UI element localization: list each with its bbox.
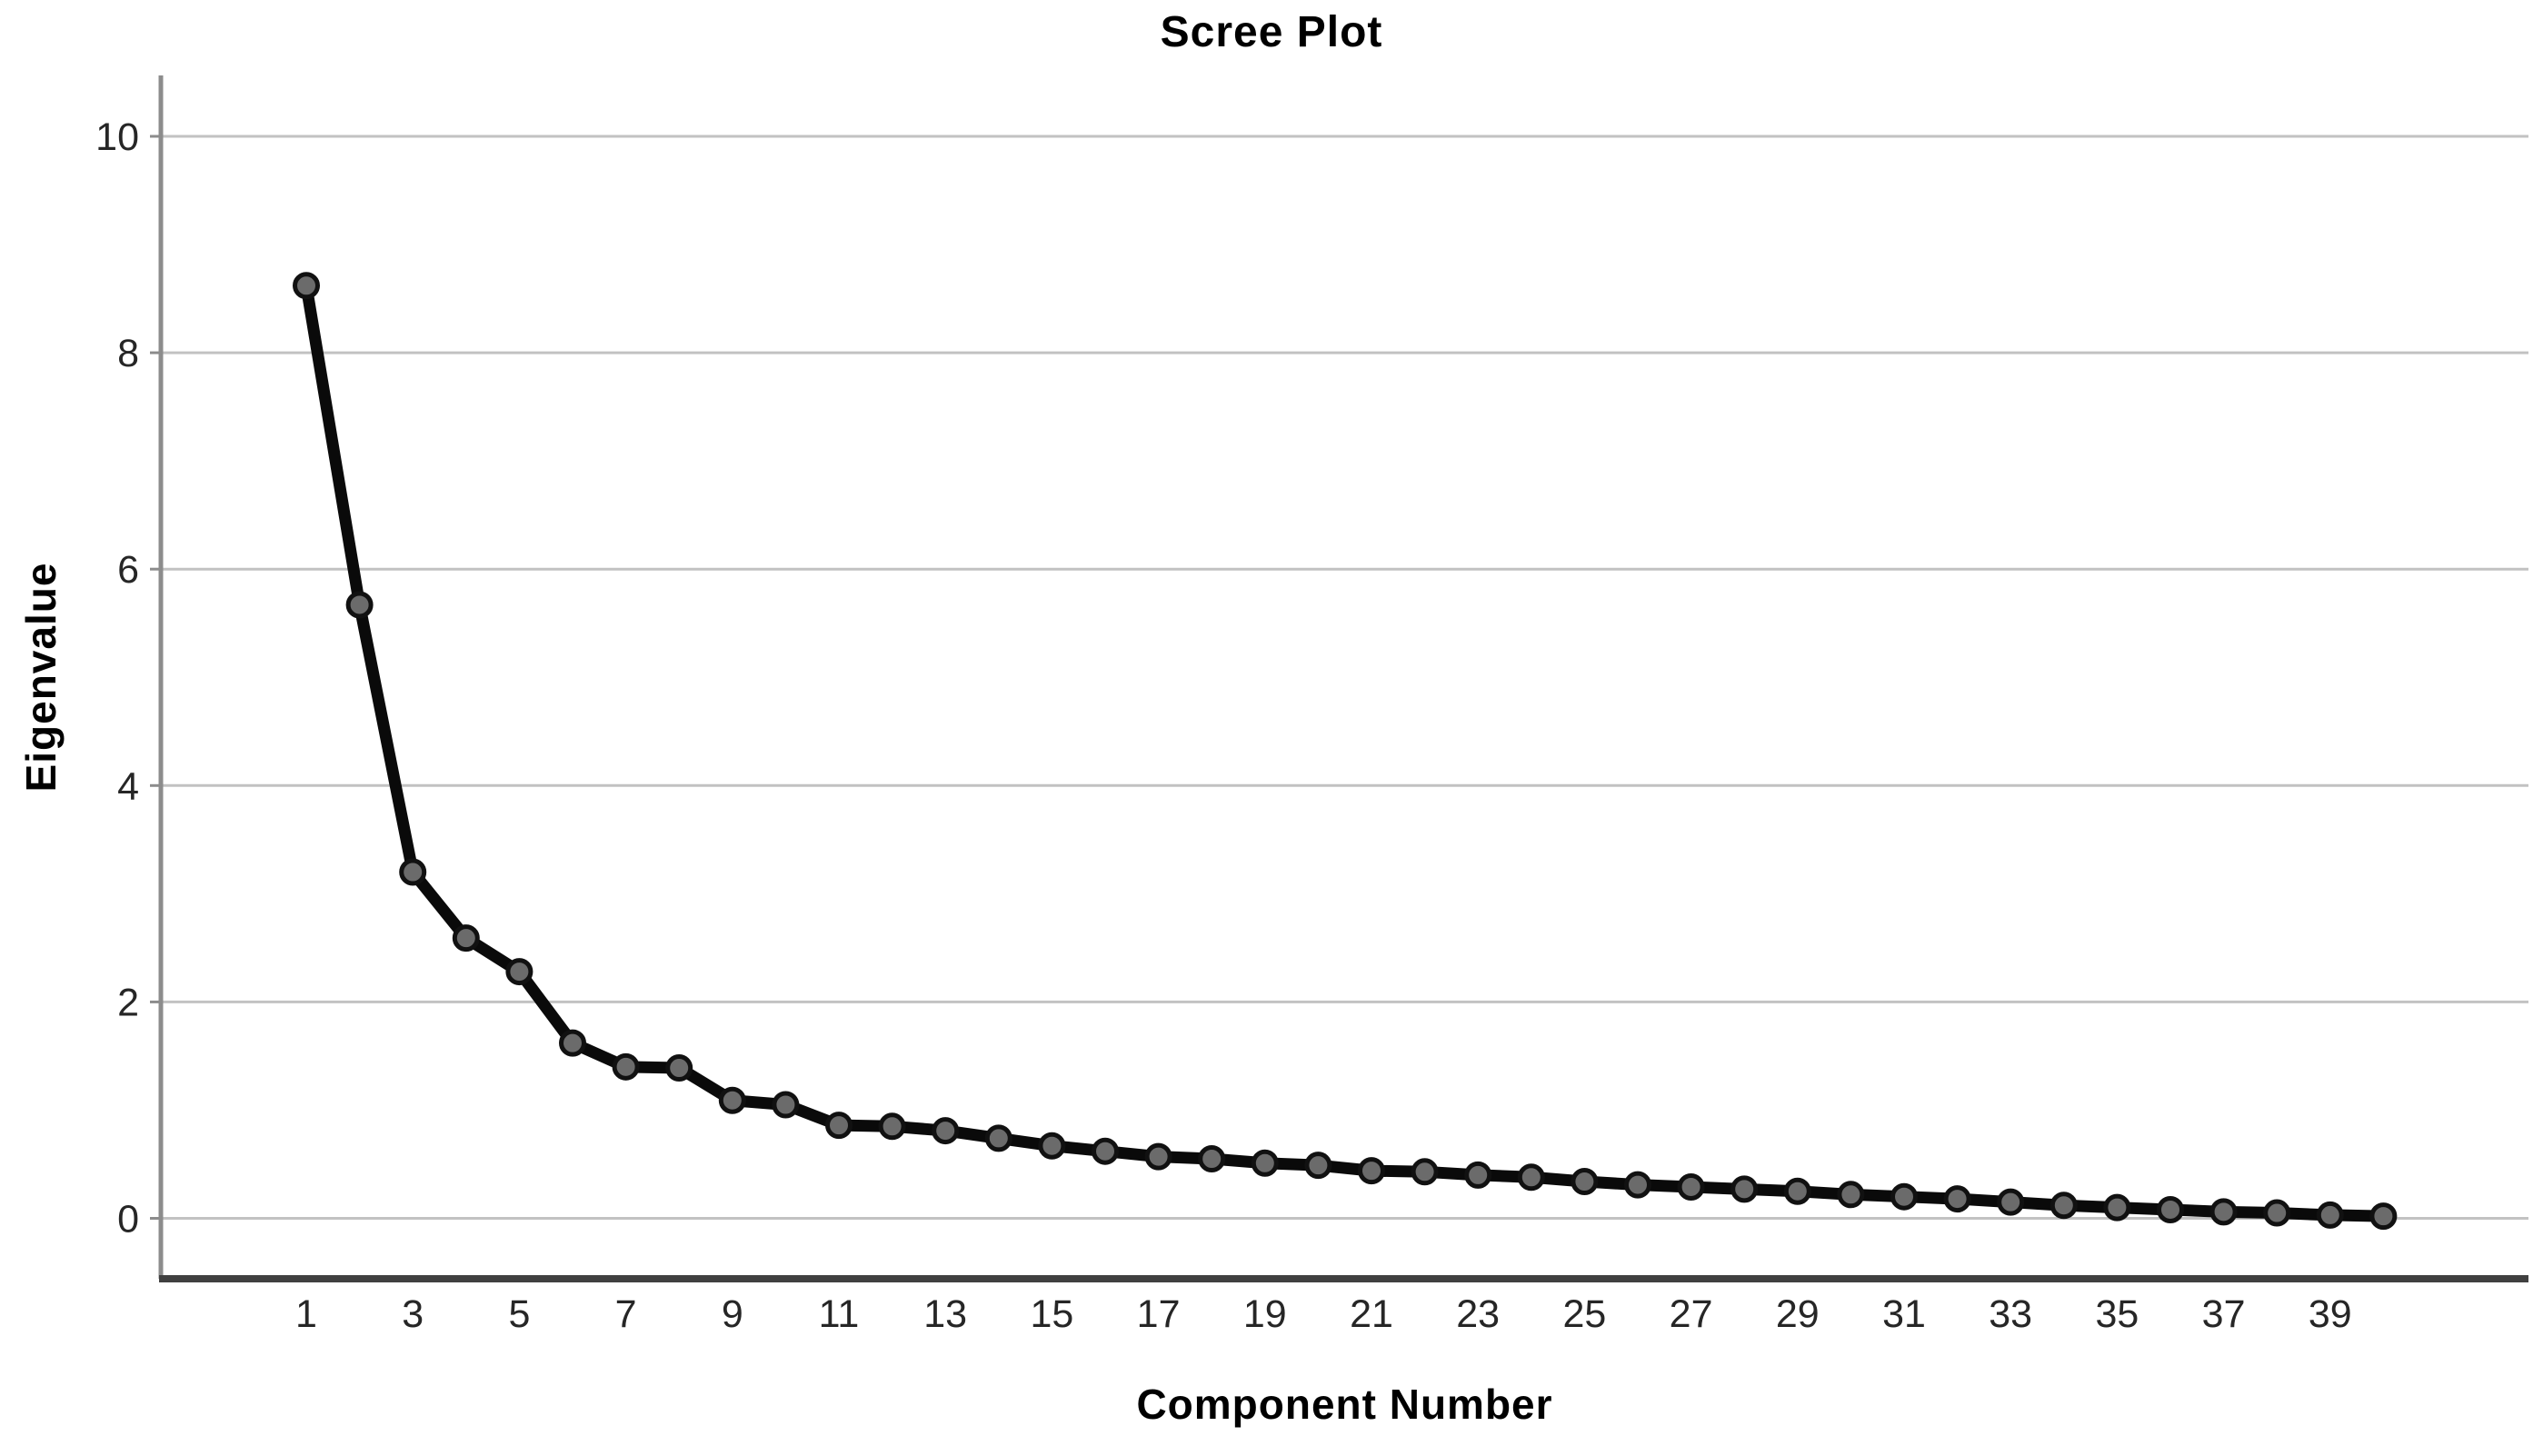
data-point [1890,1182,1918,1211]
data-point [984,1124,1012,1152]
data-point [1092,1137,1119,1165]
data-point [932,1117,960,1145]
data-point [772,1091,800,1119]
data-point [2049,1192,2078,1220]
x-tick-label: 17 [1137,1292,1181,1336]
x-tick-label: 3 [402,1292,424,1336]
y-tick-label: 10 [95,115,139,159]
data-point [1251,1149,1279,1177]
y-tick-label: 8 [117,332,139,375]
data-point [2209,1198,2238,1226]
data-point [559,1029,586,1057]
x-tick-label: 7 [615,1292,637,1336]
data-point [1783,1177,1811,1205]
x-tick-label: 39 [2309,1292,2352,1336]
x-tick-label: 15 [1030,1292,1073,1336]
data-point [1837,1181,1865,1209]
x-tick-label: 27 [1670,1292,1713,1336]
data-point [1943,1185,1971,1213]
data-point [1304,1152,1332,1180]
y-tick-label: 6 [117,548,139,592]
data-point [293,272,320,300]
x-tick-label: 35 [2095,1292,2139,1336]
x-tick-label: 5 [508,1292,530,1336]
data-point [2157,1195,2184,1223]
x-tick-label: 37 [2202,1292,2246,1336]
data-point [1038,1132,1066,1160]
data-point [1677,1172,1705,1201]
x-tick-label: 25 [1562,1292,1606,1336]
data-point [1411,1158,1439,1186]
data-point [1571,1168,1599,1196]
x-tick-label: 23 [1456,1292,1500,1336]
x-tick-label: 21 [1350,1292,1393,1336]
x-tick-label: 19 [1243,1292,1287,1336]
data-point [612,1052,640,1081]
data-point [399,858,427,886]
x-axis-label: Component Number [1136,1381,1553,1428]
data-point [1517,1163,1545,1192]
data-point [1997,1188,2025,1216]
data-point [345,591,374,619]
chart-title: Scree Plot [1160,8,1383,56]
data-point [2263,1199,2291,1227]
x-tick-label: 33 [1989,1292,2032,1336]
data-point [452,924,480,952]
x-tick-label: 1 [295,1292,317,1336]
data-point [1464,1161,1492,1189]
data-point [665,1054,693,1082]
data-point [2316,1201,2344,1229]
x-tick-label: 29 [1776,1292,1820,1336]
data-line [300,279,2389,1222]
data-point [1624,1171,1651,1199]
x-tick-label: 13 [923,1292,967,1336]
y-tick-label: 0 [117,1198,139,1242]
data-point [1730,1175,1759,1203]
y-tick-label: 2 [117,981,139,1024]
y-tick-label: 4 [117,764,139,808]
data-point [825,1112,853,1140]
data-point [505,958,534,986]
x-tick-label: 9 [722,1292,743,1336]
data-point [1198,1145,1226,1173]
data-point [1358,1157,1385,1185]
x-tick-label: 31 [1882,1292,1926,1336]
data-point [718,1086,746,1114]
x-tick-label: 11 [819,1292,860,1336]
data-point [878,1112,906,1141]
data-point [2103,1193,2131,1222]
data-point [2369,1202,2398,1231]
data-point [1144,1142,1172,1171]
